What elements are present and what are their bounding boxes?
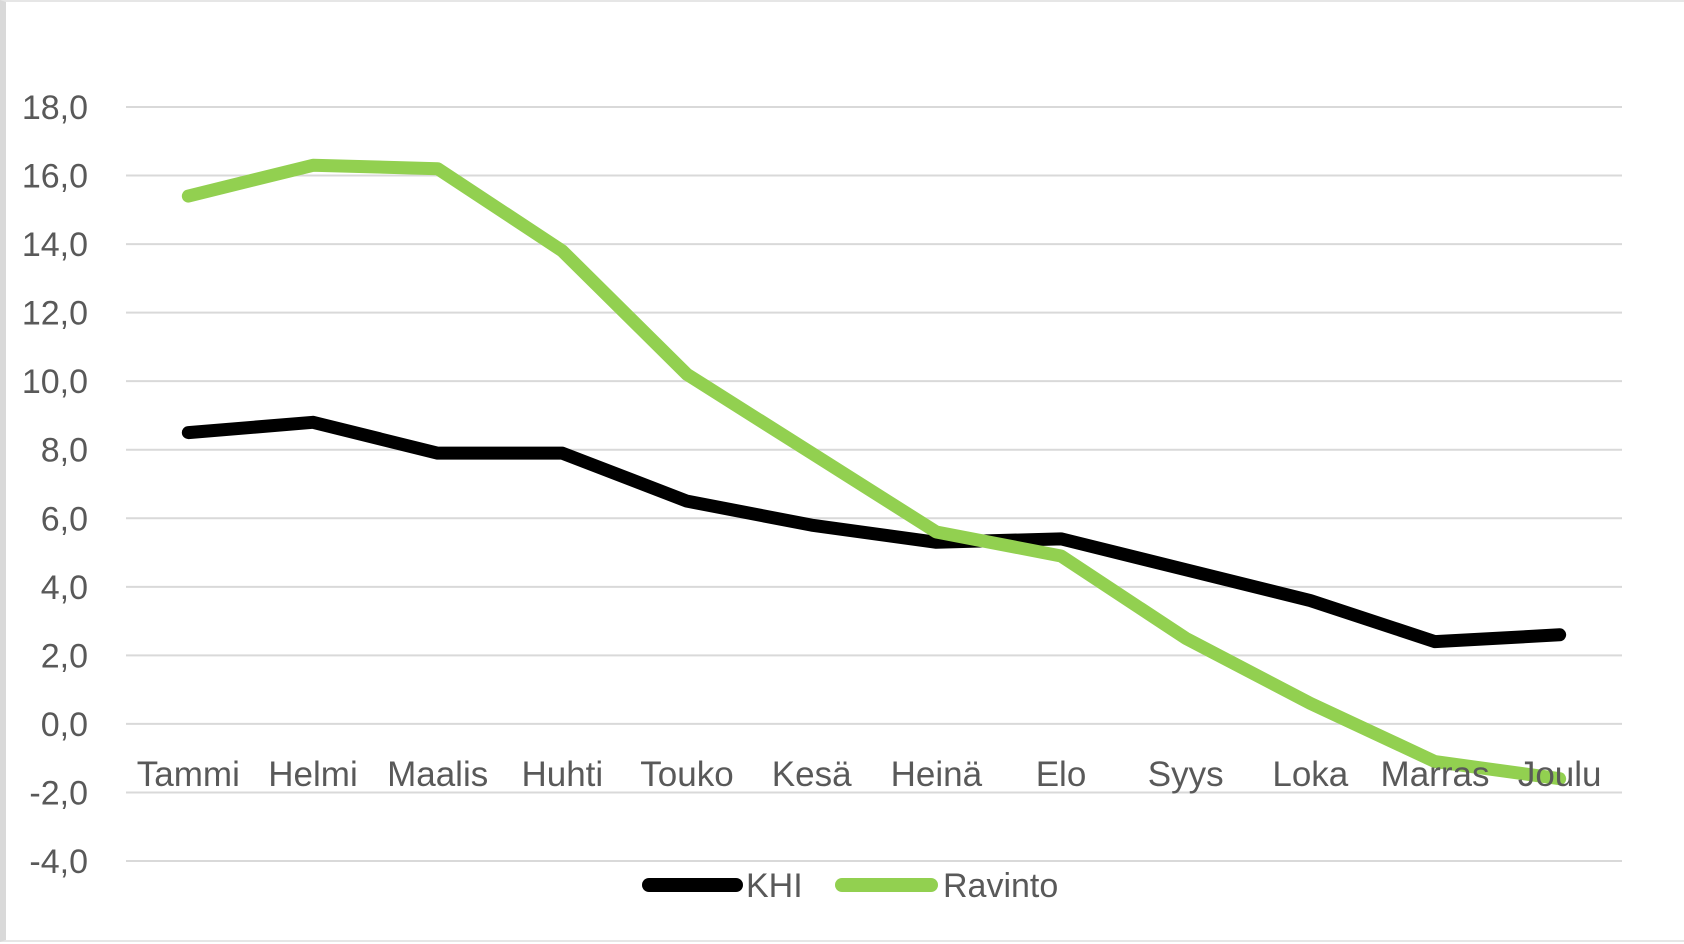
data-point-khi (437, 452, 439, 454)
data-point-khi (312, 421, 314, 423)
data-point-ravinto (686, 373, 688, 375)
y-tick-label: 10,0 (22, 363, 88, 401)
y-tick-label: 16,0 (22, 158, 88, 196)
data-point-ravinto (561, 250, 563, 252)
y-tick-label: -4,0 (29, 843, 88, 881)
y-tick-label: 6,0 (41, 500, 88, 538)
gridlines (126, 106, 1622, 862)
data-point-ravinto (811, 452, 813, 454)
y-tick-label: 12,0 (22, 295, 88, 333)
x-axis-ticks: Tammi Helmi Maalis Huhti Touko Kesä Heinä Elo Sy… (137, 755, 1602, 794)
x-tick-label: Kesä (772, 755, 852, 794)
data-point-khi (811, 524, 813, 526)
y-tick-label: 4,0 (41, 569, 88, 607)
y-tick-label: 18,0 (22, 89, 88, 127)
x-tick-label: Syys (1148, 755, 1224, 794)
line-chart: 18,0 16,0 14,0 12,0 10,0 8,0 6,0 4,0 2,0 0,0 -2,0 -… (22, 89, 1622, 905)
y-tick-label: 8,0 (41, 432, 88, 470)
x-tick-label: Touko (640, 755, 733, 794)
y-tick-label: 14,0 (22, 226, 88, 264)
data-point-ravinto (187, 195, 189, 197)
x-tick-label: Maalis (387, 755, 488, 794)
data-point-khi (1559, 634, 1561, 636)
data-point-khi (187, 432, 189, 434)
x-tick-label: Marras (1381, 755, 1490, 794)
y-tick-label: -2,0 (29, 774, 88, 812)
x-tick-label: Elo (1036, 755, 1087, 794)
y-tick-label: 2,0 (41, 637, 88, 675)
x-tick-label: Huhti (521, 755, 603, 794)
data-point-ravinto (1309, 702, 1311, 704)
x-tick-label: Helmi (268, 755, 357, 794)
series-line-khi (181, 415, 1567, 649)
series-line-ravinto (181, 158, 1567, 786)
data-point-khi (935, 541, 937, 543)
data-point-ravinto (437, 168, 439, 170)
legend: KHI Ravinto (642, 867, 1058, 905)
data-point-khi (686, 500, 688, 502)
x-tick-label: Heinä (891, 755, 983, 794)
y-tick-label: 0,0 (41, 706, 88, 744)
legend-label-ravinto: Ravinto (943, 867, 1058, 905)
x-tick-label: Loka (1272, 755, 1348, 794)
x-tick-label: Joulu (1518, 755, 1602, 794)
data-point-ravinto (312, 164, 314, 166)
data-point-khi (1434, 641, 1436, 643)
data-point-ravinto (1185, 637, 1187, 639)
y-axis-ticks: 18,0 16,0 14,0 12,0 10,0 8,0 6,0 4,0 2,0 0,0 -2,0 -… (22, 89, 88, 881)
data-point-khi (1185, 569, 1187, 571)
data-point-ravinto (935, 531, 937, 533)
series-lines (181, 158, 1567, 786)
legend-label-khi: KHI (746, 867, 803, 905)
x-tick-label: Tammi (137, 755, 240, 794)
data-point-khi (1060, 538, 1062, 540)
data-point-ravinto (1060, 555, 1062, 557)
data-point-khi (561, 452, 563, 454)
data-point-khi (1309, 600, 1311, 602)
